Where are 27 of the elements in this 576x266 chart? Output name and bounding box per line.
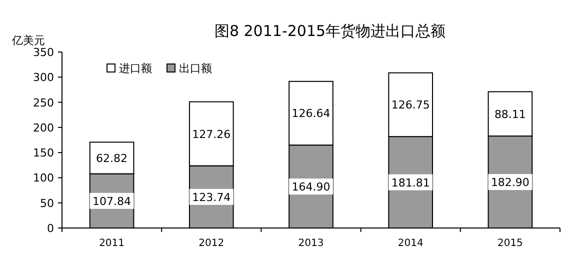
y-axis-title: 亿美元 (11, 34, 45, 47)
data-label: 107.84 (92, 194, 132, 208)
data-label: 182.90 (490, 176, 530, 190)
y-tick-label: 300 (33, 71, 54, 84)
y-tick-label: 150 (33, 146, 54, 160)
y-tick-label: 0 (47, 222, 54, 235)
data-label: 181.81 (391, 176, 430, 190)
y-tick-label: 100 (33, 172, 54, 185)
data-label: 127.26 (192, 128, 231, 141)
x-tick-label: 2011 (99, 238, 125, 249)
y-tick-label: 350 (33, 46, 54, 59)
data-label: 123.74 (192, 190, 231, 204)
data-label: 126.64 (292, 107, 330, 120)
data-label: 164.90 (292, 180, 330, 194)
x-tick-label: 2013 (298, 238, 324, 249)
legend-label: 进口额 (119, 62, 152, 75)
y-tick-label: 200 (33, 121, 54, 134)
legend-label: 出口额 (179, 62, 212, 75)
x-tick-label: 2014 (398, 238, 424, 249)
x-tick-label: 2012 (198, 238, 224, 249)
chart-title: 图8 2011-2015年货物进出口总额 (214, 22, 446, 40)
y-tick-label: 50 (40, 196, 54, 210)
data-label: 62.82 (96, 152, 128, 165)
x-tick-label: 2015 (497, 238, 523, 249)
y-tick-label: 250 (33, 96, 54, 110)
data-label: 88.11 (494, 108, 526, 121)
data-label: 126.75 (391, 98, 430, 112)
